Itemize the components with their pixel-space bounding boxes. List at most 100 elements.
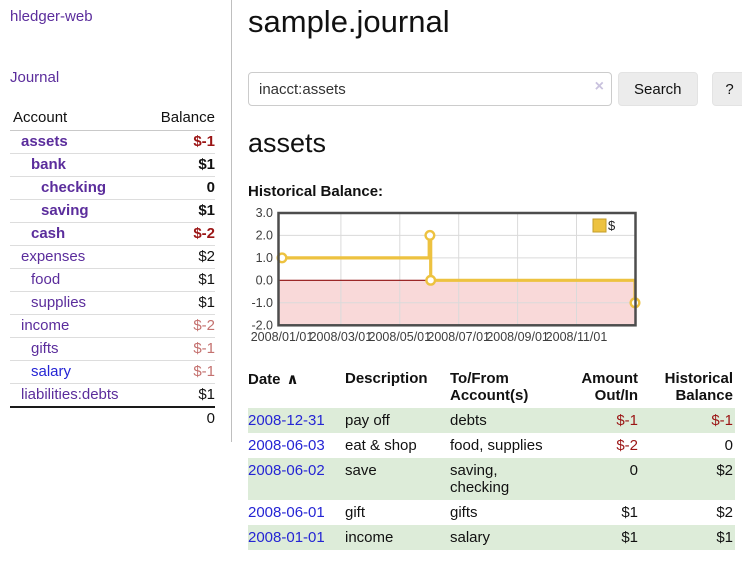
svg-text:2008/11/01: 2008/11/01: [546, 330, 608, 344]
legend-swatch: [592, 218, 607, 233]
account-balance: $1: [144, 268, 215, 292]
register-row: 2008-01-01 income salary $1 $1: [248, 525, 735, 550]
account-row: liabilities:debts $1: [10, 384, 215, 408]
transaction-description: gift: [345, 504, 366, 521]
svg-text:2008/07/01: 2008/07/01: [427, 330, 490, 344]
transaction-date-link[interactable]: 2008-06-01: [248, 504, 325, 521]
page-title: sample.journal: [248, 4, 450, 39]
account-row: food $1: [10, 268, 215, 292]
svg-text:2008/09/01: 2008/09/01: [486, 330, 549, 344]
transaction-description: eat & shop: [345, 437, 417, 454]
register-table: Date ∧ Description To/From Account(s) Amo…: [248, 368, 735, 550]
svg-text:2008/05/01: 2008/05/01: [369, 330, 432, 344]
transaction-amount: $-1: [558, 408, 640, 433]
account-link-assets[interactable]: assets: [21, 133, 68, 150]
register-header-accounts: To/From Account(s): [450, 370, 529, 404]
account-balance: $1: [144, 153, 215, 177]
register-row: 2008-06-02 save saving, checking 0 $2: [248, 458, 735, 500]
search-button[interactable]: Search: [618, 72, 698, 106]
account-row: gifts $-1: [10, 337, 215, 361]
transaction-balance: 0: [724, 437, 733, 454]
register-header-balance: Historical Balance: [664, 370, 733, 404]
register-header-row: Date ∧ Description To/From Account(s) Amo…: [248, 368, 735, 408]
accounts-header-account: Account: [10, 106, 145, 131]
register-row: 2008-06-01 gift gifts $1 $2: [248, 500, 735, 525]
svg-text:1.0: 1.0: [256, 251, 273, 265]
transaction-accounts: gifts: [450, 504, 478, 521]
account-link-income[interactable]: income: [21, 317, 70, 334]
transaction-accounts: debts: [450, 408, 558, 433]
transaction-accounts: food, supplies: [450, 437, 543, 454]
account-row: cash $-2: [10, 222, 215, 246]
account-row: saving $1: [10, 199, 215, 223]
account-link-saving[interactable]: saving: [41, 202, 89, 219]
historical-balance-chart: $ 3.0 2.0 1.0 0.0 -1.0 -2.0 2008/01/01 2…: [242, 206, 742, 350]
transaction-accounts: saving, checking: [450, 458, 558, 500]
transaction-description: income: [345, 525, 450, 550]
account-balance: 0: [144, 176, 215, 200]
transaction-description: pay off: [345, 408, 450, 433]
transaction-date-link[interactable]: 2008-12-31: [248, 412, 325, 429]
accounts-total-row: 0: [10, 406, 215, 430]
main-content: sample.journal × Search ? assets Histori…: [232, 0, 742, 550]
account-link-checking[interactable]: checking: [41, 179, 107, 196]
transaction-amount: 0: [558, 458, 640, 500]
transaction-balance: $2: [640, 458, 735, 500]
svg-text:0.0: 0.0: [256, 273, 273, 287]
x-axis-labels: 2008/01/01 2008/03/01 2008/05/01 2008/07…: [251, 330, 608, 344]
svg-text:-2.0: -2.0: [251, 318, 273, 332]
search-bar: × Search ?: [248, 72, 742, 106]
account-balance: $-1: [144, 337, 215, 361]
account-link-liabilities-debts[interactable]: liabilities:debts: [21, 386, 119, 403]
svg-text:2.0: 2.0: [256, 228, 273, 242]
help-button[interactable]: ?: [711, 72, 742, 106]
account-row: supplies $1: [10, 291, 215, 315]
account-link-food[interactable]: food: [31, 271, 61, 288]
account-link-expenses[interactable]: expenses: [21, 248, 86, 265]
transaction-balance: $2: [716, 504, 733, 521]
svg-text:3.0: 3.0: [256, 208, 273, 220]
account-link-supplies[interactable]: supplies: [31, 294, 87, 311]
register-row: 2008-12-31 pay off debts $-1 $-1: [248, 408, 735, 433]
accounts-header-balance: Balance: [144, 106, 215, 131]
plot-border: [277, 211, 637, 327]
accounts-table: Account Balance assets $-1 bank $1 check…: [10, 106, 215, 430]
y-axis-labels: 3.0 2.0 1.0 0.0 -1.0 -2.0: [251, 206, 273, 332]
account-row: income $-2: [10, 314, 215, 338]
accounts-total-value: 0: [144, 406, 215, 430]
account-balance: $-1: [144, 130, 215, 154]
register-row: 2008-06-03 eat & shop food, supplies $-2…: [248, 433, 735, 458]
sort-ascending-icon[interactable]: ∧: [286, 371, 299, 388]
transaction-date-link[interactable]: 2008-06-02: [248, 462, 325, 479]
transaction-date-link[interactable]: 2008-06-03: [248, 437, 325, 454]
svg-text:2008/01/01: 2008/01/01: [251, 330, 314, 344]
transaction-amount: $1: [621, 504, 638, 521]
legend-label: $: [608, 218, 616, 233]
transaction-amount: $-2: [616, 437, 638, 454]
account-row: salary $-1: [10, 360, 215, 384]
app-brand[interactable]: hledger-web: [10, 8, 93, 25]
account-link-gifts[interactable]: gifts: [31, 340, 59, 357]
nav-journal-link[interactable]: Journal: [10, 69, 60, 86]
account-link-cash[interactable]: cash: [31, 225, 66, 242]
register-header-date: Date ∧: [248, 371, 299, 388]
balance-chart-svg: $ 3.0 2.0 1.0 0.0 -1.0 -2.0 2008/01/01 2…: [251, 206, 641, 344]
chart-legend: $: [592, 218, 616, 233]
account-link-bank[interactable]: bank: [31, 156, 67, 173]
chart-title: Historical Balance:: [248, 183, 384, 200]
account-row: expenses $2: [10, 245, 215, 269]
account-link-salary[interactable]: salary: [31, 363, 72, 380]
account-balance: $-2: [144, 222, 215, 246]
account-balance: $-1: [144, 360, 215, 384]
transaction-accounts: salary: [450, 525, 558, 550]
account-heading: assets: [248, 128, 327, 158]
search-input[interactable]: [248, 72, 612, 106]
svg-text:2008/03/01: 2008/03/01: [310, 330, 373, 344]
transaction-balance: $1: [640, 525, 735, 550]
app-root: hledger-web Journal Account Balance asse…: [10, 0, 742, 550]
clear-search-icon[interactable]: ×: [594, 78, 604, 95]
account-balance: $2: [144, 245, 215, 269]
register-header-amount: Amount Out/In: [581, 370, 638, 404]
transaction-date-link[interactable]: 2008-01-01: [248, 529, 325, 546]
transaction-amount: $1: [558, 525, 640, 550]
